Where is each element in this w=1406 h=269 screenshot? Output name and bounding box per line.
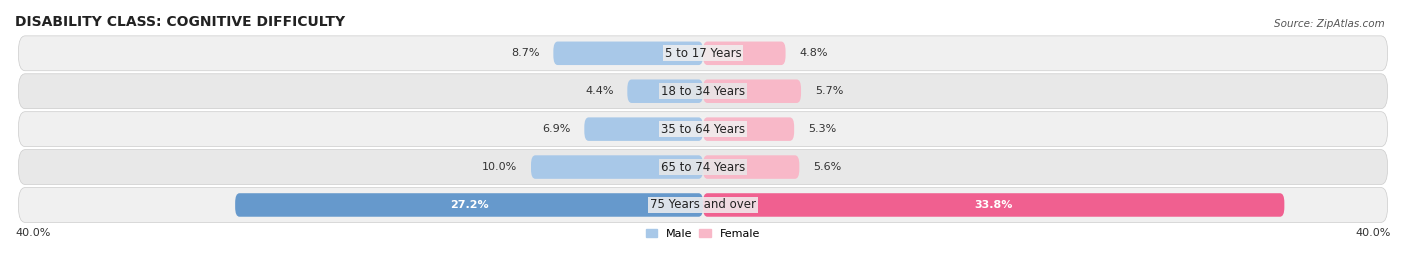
Text: 75 Years and over: 75 Years and over (650, 199, 756, 211)
FancyBboxPatch shape (703, 79, 801, 103)
Text: 18 to 34 Years: 18 to 34 Years (661, 85, 745, 98)
Text: 35 to 64 Years: 35 to 64 Years (661, 123, 745, 136)
Text: 33.8%: 33.8% (974, 200, 1012, 210)
Text: 5.3%: 5.3% (808, 124, 837, 134)
Text: 27.2%: 27.2% (450, 200, 488, 210)
FancyBboxPatch shape (703, 117, 794, 141)
FancyBboxPatch shape (703, 155, 800, 179)
Text: 5.7%: 5.7% (815, 86, 844, 96)
Text: 40.0%: 40.0% (1355, 228, 1391, 239)
FancyBboxPatch shape (585, 117, 703, 141)
Text: 10.0%: 10.0% (482, 162, 517, 172)
FancyBboxPatch shape (531, 155, 703, 179)
Text: 8.7%: 8.7% (512, 48, 540, 58)
Text: 40.0%: 40.0% (15, 228, 51, 239)
FancyBboxPatch shape (18, 150, 1388, 185)
FancyBboxPatch shape (18, 36, 1388, 71)
Text: 65 to 74 Years: 65 to 74 Years (661, 161, 745, 174)
Text: 4.4%: 4.4% (585, 86, 613, 96)
Text: DISABILITY CLASS: COGNITIVE DIFFICULTY: DISABILITY CLASS: COGNITIVE DIFFICULTY (15, 15, 344, 29)
Legend: Male, Female: Male, Female (644, 226, 762, 241)
FancyBboxPatch shape (18, 112, 1388, 147)
Text: 5.6%: 5.6% (813, 162, 841, 172)
FancyBboxPatch shape (554, 41, 703, 65)
FancyBboxPatch shape (18, 74, 1388, 109)
Text: 6.9%: 6.9% (543, 124, 571, 134)
Text: 4.8%: 4.8% (800, 48, 828, 58)
FancyBboxPatch shape (235, 193, 703, 217)
Text: 5 to 17 Years: 5 to 17 Years (665, 47, 741, 60)
FancyBboxPatch shape (703, 193, 1284, 217)
Text: Source: ZipAtlas.com: Source: ZipAtlas.com (1274, 19, 1385, 29)
FancyBboxPatch shape (627, 79, 703, 103)
FancyBboxPatch shape (18, 187, 1388, 222)
FancyBboxPatch shape (703, 41, 786, 65)
